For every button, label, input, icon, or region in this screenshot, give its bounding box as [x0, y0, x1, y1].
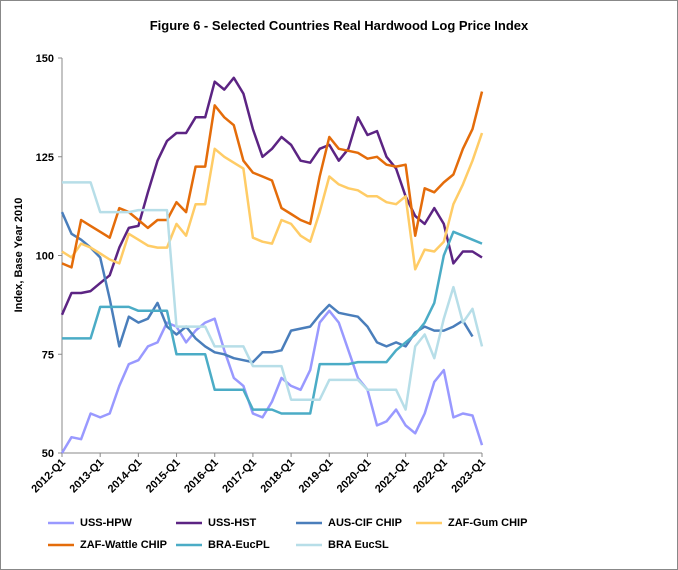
legend-label: ZAF-Wattle CHIP: [80, 539, 167, 551]
legend-label: BRA EucSL: [328, 539, 389, 551]
legend-label: ZAF-Gum CHIP: [448, 517, 527, 529]
y-tick-label: 50: [42, 448, 54, 460]
series-line: [61, 91, 484, 269]
legend-label: BRA-EucPL: [208, 539, 270, 551]
series-line: [61, 132, 484, 271]
legend-label: USS-HST: [208, 517, 257, 529]
series-line: [60, 211, 474, 364]
chart-title: Figure 6 - Selected Countries Real Hardw…: [150, 18, 529, 33]
series-line: [60, 309, 484, 454]
y-tick-label: 125: [36, 152, 54, 164]
series-line: [62, 181, 484, 411]
legend-label: USS-HPW: [80, 517, 133, 529]
y-tick-label: 150: [36, 53, 54, 65]
y-axis-label: Index, Base Year 2010: [13, 198, 25, 313]
y-tick-label: 100: [36, 251, 54, 263]
y-tick-label: 75: [42, 349, 54, 361]
series-line: [62, 230, 483, 415]
legend-label: AUS-CIF CHIP: [328, 517, 402, 529]
